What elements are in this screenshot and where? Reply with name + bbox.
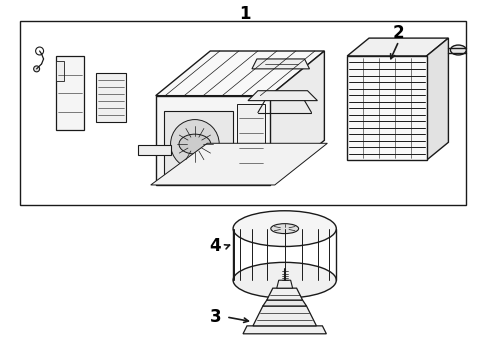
Ellipse shape	[34, 66, 40, 72]
Bar	[164, 111, 233, 175]
Text: 3: 3	[209, 308, 221, 326]
Ellipse shape	[233, 262, 336, 298]
Ellipse shape	[179, 134, 211, 154]
Text: 1: 1	[239, 5, 251, 23]
Bar	[20, 21, 466, 205]
Ellipse shape	[271, 224, 298, 234]
Bar	[237, 104, 265, 178]
Ellipse shape	[171, 120, 219, 168]
Ellipse shape	[450, 45, 466, 55]
Polygon shape	[347, 56, 427, 160]
Polygon shape	[427, 38, 448, 160]
Polygon shape	[248, 91, 318, 100]
Polygon shape	[253, 306, 317, 326]
Polygon shape	[156, 51, 324, 96]
Polygon shape	[267, 288, 302, 300]
Polygon shape	[138, 145, 171, 155]
Polygon shape	[277, 280, 293, 288]
Polygon shape	[263, 300, 307, 306]
Polygon shape	[270, 51, 324, 185]
Polygon shape	[151, 143, 327, 185]
Ellipse shape	[233, 211, 336, 247]
Bar	[56, 56, 84, 130]
Polygon shape	[252, 59, 310, 69]
Polygon shape	[347, 38, 448, 56]
Polygon shape	[156, 96, 270, 185]
Text: 2: 2	[393, 24, 405, 42]
Text: 4: 4	[209, 238, 221, 256]
Bar	[56, 61, 64, 81]
Bar	[96, 73, 126, 122]
Polygon shape	[243, 326, 326, 334]
